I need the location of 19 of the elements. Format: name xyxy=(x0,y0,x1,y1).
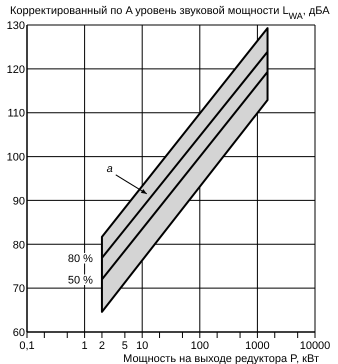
annotation: a xyxy=(106,162,113,175)
y-tick-label: 120 xyxy=(6,64,25,76)
x-tick-label: 10 xyxy=(136,340,148,352)
y-tick-label: 90 xyxy=(12,195,25,208)
y-tick-label: 100 xyxy=(6,152,25,164)
y-axis-title: Корректированный по A уровень звуковой мощности L$_{WA}$, дБА xyxy=(10,5,330,21)
y-tick-label: 60 xyxy=(12,327,25,339)
x-tick-label: 10000 xyxy=(300,340,330,352)
x-axis-title: Мощность на выходе редуктора P, кВт xyxy=(123,353,319,364)
y-tick-label: 130 xyxy=(6,20,25,32)
x-tick-label: 2 xyxy=(98,340,105,352)
y-tick-label: 80 xyxy=(12,239,25,252)
x-tick-label: 5 xyxy=(122,340,128,352)
y-tick-label: 70 xyxy=(12,283,25,296)
y-tick-label: 110 xyxy=(7,108,25,120)
x-tick-label: 1000 xyxy=(245,340,270,352)
x-tick-label: 0,1 xyxy=(19,340,35,352)
x-tick-label: 100 xyxy=(190,340,209,352)
x-tick-label: 1 xyxy=(82,340,88,352)
